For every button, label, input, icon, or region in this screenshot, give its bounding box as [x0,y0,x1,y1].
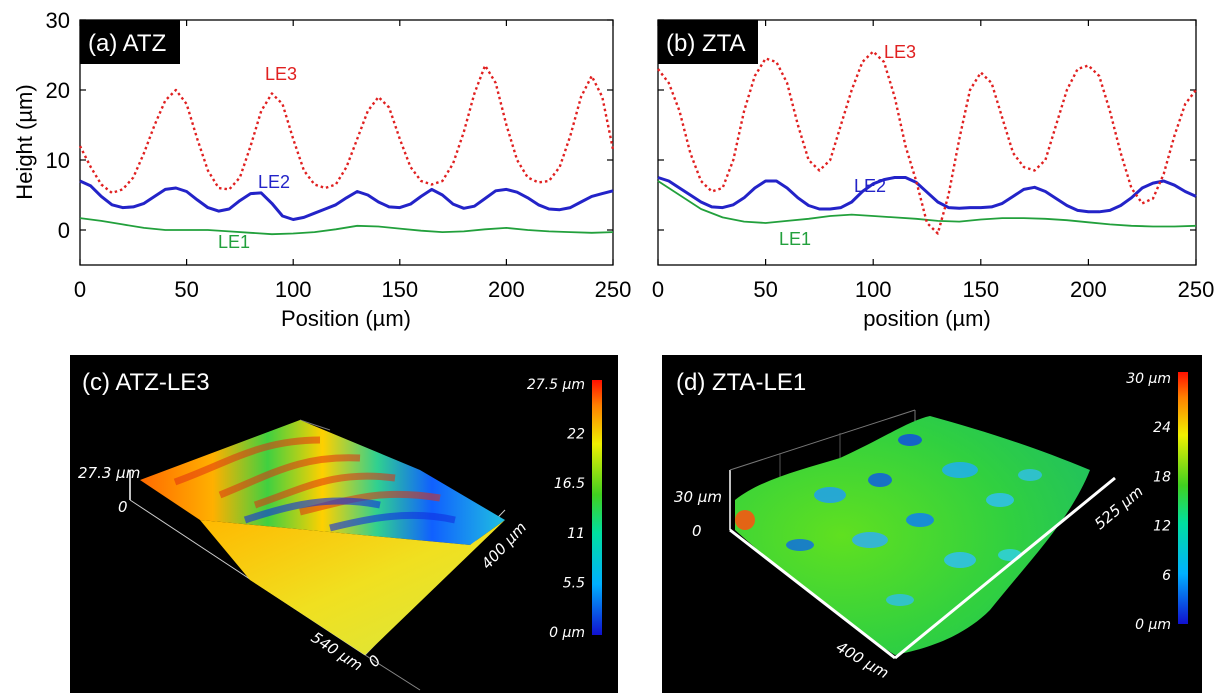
series-label-b-le3: LE3 [884,42,916,62]
x-tick-label-b-5: 250 [1178,277,1215,302]
grid-line-c [299,419,331,431]
series-line-a-le2 [79,179,614,221]
x-axis-label-b: position (µm) [863,306,991,331]
colorbar-tick-3-0: 30 µm [1126,371,1171,387]
surface-pits-d [735,434,1042,606]
series-b [657,50,1197,235]
z-axis-zero-c: 0 [118,498,128,516]
series-label-b-le2: LE2 [854,176,886,196]
panel-a: (a) ATZ 0 50 100 150 200 250 0 10 20 30 Position … [12,8,631,331]
series-label-a-le1: LE1 [218,232,250,252]
title-box-a [80,20,180,64]
grid-line-d1 [729,409,916,471]
panel-title-c: (c) ATZ-LE3 [82,369,210,396]
panel-d: (d) ZTA-LE1 30 µm 0 400 µm 525 µm [662,355,1202,693]
x-tick-label-a-4: 200 [488,277,525,302]
colorbar-tick-3-1: 24 [1153,420,1171,436]
colorbar-tick-2-5: 0 µm [549,625,585,641]
colorbar-tick-2-0: 27.5 µm [527,377,585,393]
x-axis-label-a: Position (µm) [281,306,411,331]
series-a [78,64,615,236]
x-tick-label-a-3: 150 [381,277,418,302]
panel-title-d: (d) ZTA-LE1 [676,369,806,396]
colorbar-ticks-c: 27.5 µm 22 16.5 11 5.5 0 µm [527,377,585,641]
panel-title-a: (a) ATZ [88,30,166,57]
surface-d [735,416,1090,655]
colorbar-tick-3-5: 0 µm [1135,617,1171,633]
z-axis-label-c: 27.3 µm [78,464,140,482]
series-line-a-le3 [78,64,615,195]
series-label-a-le3: LE3 [265,64,297,84]
axis-extension-c [364,654,421,691]
z-axis-zero-d: 0 [692,522,702,540]
series-line-b-le2 [657,176,1197,214]
panel-b: (b) ZTA 0 50 100 150 200 250 position (µm) LE… [652,19,1215,331]
y-tick-label-a-1: 10 [46,148,70,173]
title-box-b [658,20,758,64]
x-tick-label-b-4: 200 [1070,277,1107,302]
colorbar-tick-2-3: 11 [567,526,585,542]
x-tick-label-a-0: 0 [74,277,86,302]
y-tick-label-a-0: 0 [58,218,70,243]
y-tick-label-a-3: 30 [46,8,70,33]
series-label-a-le2: LE2 [258,172,290,192]
surface-ridges-c [173,436,441,516]
y-axis-label-a: Height (µm) [12,84,37,199]
panel-title-b: (b) ZTA [666,30,746,57]
colorbar-tick-2-1: 22 [567,427,585,443]
x-tick-label-b-1: 50 [753,277,777,302]
y-tick-label-a-2: 20 [46,78,70,103]
x-axis-line-d [729,528,896,660]
y-axis-line-d [894,476,1116,660]
surface-front-c [200,520,505,655]
colorbar-d [1178,372,1188,624]
colorbar-tick-2-2: 16.5 [554,476,585,492]
series-line-a-le1 [79,217,614,236]
colorbar-tick-3-4: 6 [1162,568,1171,584]
x-tick-label-a-1: 50 [174,277,198,302]
colorbar-tick-3-3: 12 [1153,519,1171,535]
series-label-b-le1: LE1 [779,229,811,249]
colorbar-c [592,380,602,635]
panel-c: (c) ATZ-LE3 27.3 µm 0 540 µm 400 µm 0 27… [70,355,618,693]
z-axis-label-d: 30 µm [674,488,722,506]
ticks-b: 0 50 100 150 200 250 [652,19,1215,302]
colorbar-tick-2-4: 5.5 [563,575,585,591]
x-tick-label-a-2: 100 [275,277,312,302]
x-tick-label-b-3: 150 [962,277,999,302]
ticks-a: 0 50 100 150 200 250 0 10 20 30 [46,8,632,302]
colorbar-tick-3-2: 18 [1153,469,1171,485]
surface-troughs-c [243,497,456,532]
x-tick-label-a-5: 250 [595,277,632,302]
colorbar-ticks-d: 30 µm 24 18 12 6 0 µm [1126,371,1171,633]
x-tick-label-b-2: 100 [855,277,892,302]
x-tick-label-b-0: 0 [652,277,664,302]
